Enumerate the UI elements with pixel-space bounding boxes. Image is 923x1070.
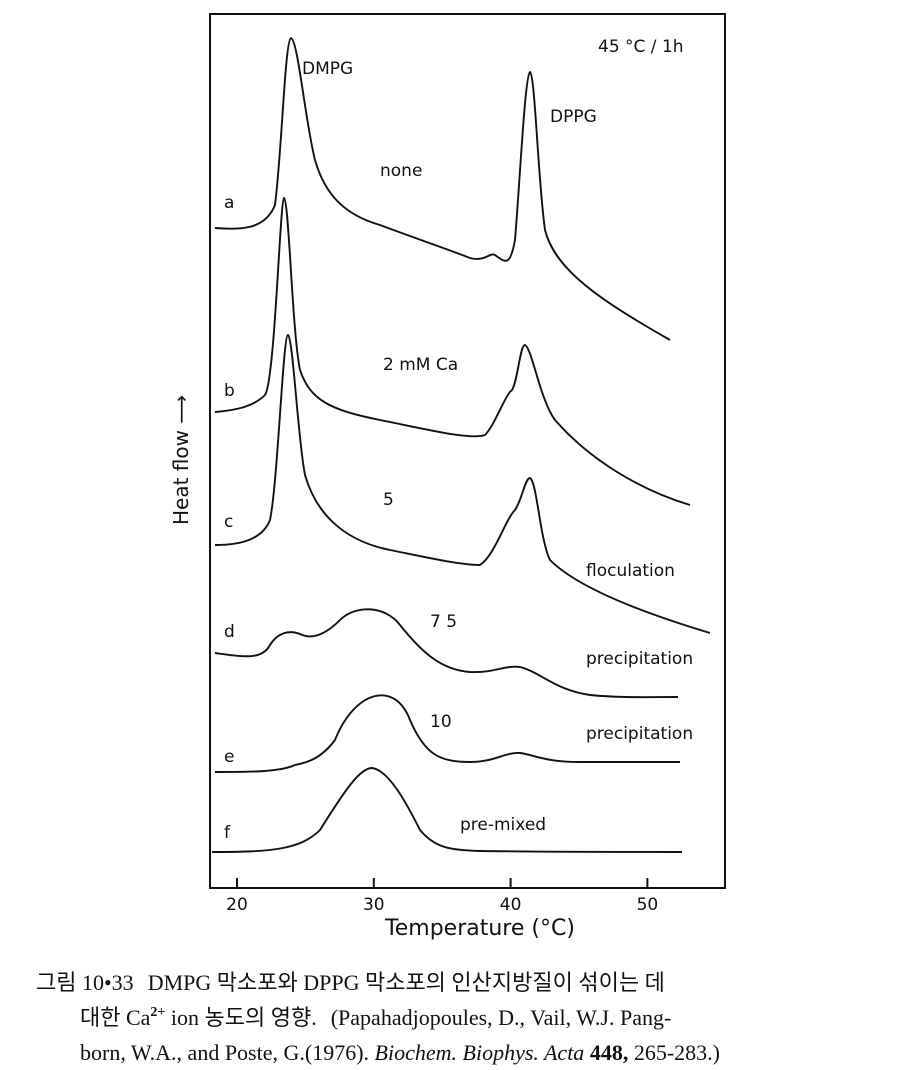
trace-label: 5 [383, 490, 394, 510]
trace-label: pre-mixed [460, 815, 546, 835]
x-tick-label: 30 [363, 895, 385, 915]
superscript: 2+ [150, 1005, 165, 1020]
trace-e-curve [214, 694, 680, 773]
pages: 265-283.) [628, 1040, 720, 1065]
caption-text: 대한 Ca [80, 1005, 151, 1030]
trace-a-curve [214, 37, 671, 341]
volume: 448, [584, 1040, 628, 1065]
x-axis: 20 30 40 50 [226, 878, 658, 915]
reference: (Papahadjopoules, D., Vail, W.J. Pang- [331, 1005, 672, 1030]
reference: born, W.A., and Poste, G.(1976). [80, 1040, 375, 1065]
trace-label: 7 5 [430, 612, 457, 632]
x-tick-label: 50 [637, 895, 659, 915]
x-tick-label: 20 [226, 895, 248, 915]
caption-line: 대한 Ca2+ ion 농도의 영향. (Papahadjopoules, D.,… [80, 1005, 671, 1030]
x-axis-label: Temperature (°C) [384, 916, 575, 941]
caption: 그림 10•33 DMPG 막소포와 DPPG 막소포의 인산지방질이 섞이는 데… [36, 970, 720, 1065]
x-tick-label: 40 [500, 895, 522, 915]
trace-d-curve [214, 608, 679, 699]
trace-label: 2 mM Ca [383, 355, 458, 375]
plot-frame [209, 13, 726, 889]
trace-note: precipitation [586, 724, 693, 744]
trace-b-curve [214, 197, 691, 506]
caption-text: ion 농도의 영향. [165, 1005, 316, 1030]
trace-note: floculation [586, 561, 675, 581]
caption-line: born, W.A., and Poste, G.(1976). Biochem… [80, 1040, 720, 1065]
trace-letter: c [224, 512, 233, 532]
trace-label: 10 [430, 712, 452, 732]
trace-letter: f [224, 823, 231, 843]
trace-f-curve [211, 767, 683, 853]
y-axis-label: Heat flow ⟶ [169, 395, 193, 525]
trace-letter: d [224, 622, 235, 642]
caption-text: DMPG 막소포와 DPPG 막소포의 인산지방질이 섞이는 데 [148, 970, 665, 995]
peak-label: DMPG [302, 59, 353, 79]
trace-note: precipitation [586, 649, 693, 669]
trace-c-curve [214, 334, 711, 634]
caption-line: 그림 10•33 DMPG 막소포와 DPPG 막소포의 인산지방질이 섞이는 데 [36, 970, 665, 995]
peak-label: DPPG [550, 107, 597, 127]
trace-letter: a [224, 193, 234, 213]
figure-number: 그림 10•33 [36, 970, 134, 995]
trace-letter: e [224, 747, 234, 767]
corner-label: 45 °C / 1h [598, 37, 684, 57]
trace-letter: b [224, 381, 235, 401]
journal: Biochem. Biophys. Acta [375, 1040, 585, 1065]
trace-label: none [380, 161, 422, 181]
